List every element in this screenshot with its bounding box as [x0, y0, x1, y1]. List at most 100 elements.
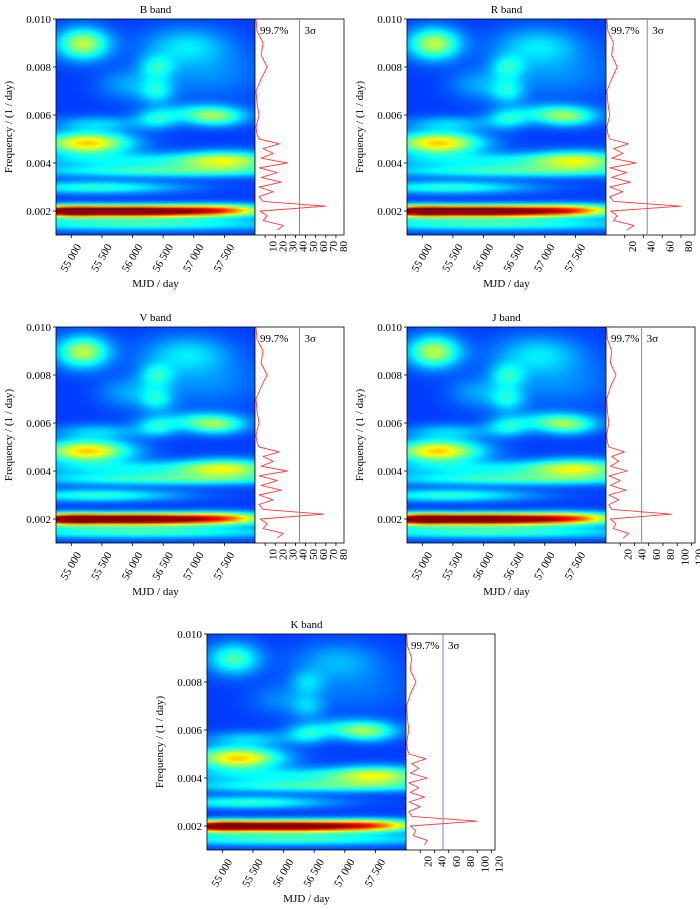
x-tick-label: 55 000 — [210, 857, 236, 890]
global-power-spectrum-line — [255, 326, 325, 539]
x-tick-label: 56 000 — [471, 242, 497, 275]
y-tick-label: 0.008 — [177, 677, 202, 689]
power-tick-label: 120 — [494, 856, 506, 873]
sigma-label: 3σ — [305, 25, 317, 37]
x-tick-label: 55 000 — [410, 550, 436, 583]
power-tick-label: 10 — [267, 241, 279, 253]
power-tick-label: 60 — [318, 549, 330, 561]
scalogram-heatmap — [407, 327, 606, 543]
y-tick-label: 0.010 — [377, 322, 402, 334]
scalogram-heatmap — [56, 19, 255, 235]
y-axis-label: Frequency / (1 / day) — [3, 81, 15, 174]
panel-title: K band — [290, 619, 323, 631]
y-tick-label: 0.006 — [377, 110, 402, 122]
x-tick-label: 55 500 — [89, 242, 115, 275]
power-tick-label: 40 — [637, 549, 649, 561]
sigma-label: 3σ — [305, 333, 317, 345]
power-tick-label: 80 — [338, 241, 350, 253]
y-tick-label: 0.008 — [26, 62, 51, 74]
power-tick-label: 60 — [664, 241, 676, 253]
y-tick-label: 0.004 — [377, 466, 402, 478]
x-tick-label: 55 500 — [89, 550, 115, 583]
x-tick-label: 57 500 — [563, 550, 589, 583]
x-tick-label: 57 000 — [532, 242, 558, 275]
x-tick-label: 57 000 — [332, 857, 358, 890]
power-tick-label: 20 — [627, 241, 639, 253]
x-tick-label: 57 500 — [212, 550, 238, 583]
power-tick-label: 30 — [288, 549, 300, 561]
panel-title: R band — [491, 4, 523, 16]
x-tick-label: 57 000 — [181, 242, 207, 275]
x-tick-label: 56 000 — [120, 550, 146, 583]
power-tick-label: 20 — [277, 241, 289, 253]
power-tick-label: 60 — [451, 856, 463, 868]
x-axis-label: MJD / day — [132, 278, 179, 290]
power-tick-label: 20 — [622, 549, 634, 561]
significance-label: 99.7% — [260, 25, 288, 37]
power-tick-label: 20 — [277, 549, 289, 561]
x-tick-label: 55 000 — [59, 242, 85, 275]
scalogram-heatmap — [207, 634, 406, 850]
y-axis-label: Frequency / (1 / day) — [354, 389, 366, 482]
sigma-label: 3σ — [647, 333, 659, 345]
x-tick-label: 56 000 — [471, 550, 497, 583]
x-tick-label: 55 500 — [440, 242, 466, 275]
scalogram-heatmap — [56, 327, 255, 543]
y-tick-label: 0.008 — [377, 62, 402, 74]
y-axis-label: Frequency / (1 / day) — [154, 696, 166, 789]
significance-label: 99.7% — [611, 333, 639, 345]
significance-label: 99.7% — [411, 640, 439, 652]
significance-label: 99.7% — [260, 333, 288, 345]
panel-j-band: J band 0.002 0.004 0.006 0.008 0.010 Frequency… — [354, 312, 700, 598]
y-tick-label: 0.002 — [26, 514, 51, 526]
panel-k-band: K band 0.002 0.004 0.006 0.008 0.010 Frequency… — [154, 619, 506, 905]
panel-b-band: B band 0.002 0.004 0.006 0.008 0.010 Frequency… — [3, 4, 350, 290]
x-tick-label: 56 500 — [301, 857, 327, 890]
power-tick-label: 80 — [683, 241, 695, 253]
x-tick-label: 57 000 — [532, 550, 558, 583]
x-tick-label: 56 500 — [501, 550, 527, 583]
x-tick-label: 57 000 — [181, 550, 207, 583]
panel-v-band: V band 0.002 0.004 0.006 0.008 0.010 Frequency… — [3, 312, 350, 598]
y-tick-label: 0.002 — [177, 821, 202, 833]
sigma-label: 3σ — [652, 25, 664, 37]
power-tick-label: 120 — [694, 549, 700, 566]
power-tick-label: 40 — [646, 241, 658, 253]
y-tick-label: 0.010 — [26, 322, 51, 334]
spectrum-frame — [605, 326, 696, 544]
x-tick-label: 55 000 — [59, 550, 85, 583]
x-tick-label: 55 500 — [440, 550, 466, 583]
power-tick-label: 60 — [318, 241, 330, 253]
power-tick-label: 100 — [679, 549, 691, 566]
spectrum-frame — [405, 633, 496, 851]
spectrum-frame — [605, 18, 696, 236]
power-tick-label: 70 — [328, 241, 340, 253]
y-tick-label: 0.008 — [377, 370, 402, 382]
y-tick-label: 0.010 — [26, 14, 51, 26]
y-tick-label: 0.006 — [26, 110, 51, 122]
y-axis-label: Frequency / (1 / day) — [354, 81, 366, 174]
global-power-spectrum-line — [606, 18, 682, 231]
y-tick-label: 0.002 — [377, 514, 402, 526]
y-tick-label: 0.006 — [377, 418, 402, 430]
y-tick-label: 0.004 — [177, 773, 202, 785]
x-tick-label: 57 500 — [563, 242, 589, 275]
x-tick-label: 57 500 — [363, 857, 389, 890]
panel-title: B band — [140, 4, 172, 16]
y-tick-label: 0.006 — [26, 418, 51, 430]
power-tick-label: 10 — [267, 549, 279, 561]
x-axis-label: MJD / day — [283, 893, 330, 905]
x-axis-label: MJD / day — [132, 586, 179, 598]
power-tick-label: 40 — [298, 549, 310, 561]
power-tick-label: 100 — [479, 856, 491, 873]
sigma-label: 3σ — [448, 640, 460, 652]
y-tick-label: 0.002 — [377, 206, 402, 218]
x-axis-label: MJD / day — [483, 586, 530, 598]
power-tick-label: 40 — [437, 856, 449, 868]
panel-title: J band — [492, 312, 521, 324]
x-tick-label: 56 500 — [150, 550, 176, 583]
global-power-spectrum-line — [255, 18, 327, 231]
power-tick-label: 80 — [465, 856, 477, 868]
significance-label: 99.7% — [611, 25, 639, 37]
